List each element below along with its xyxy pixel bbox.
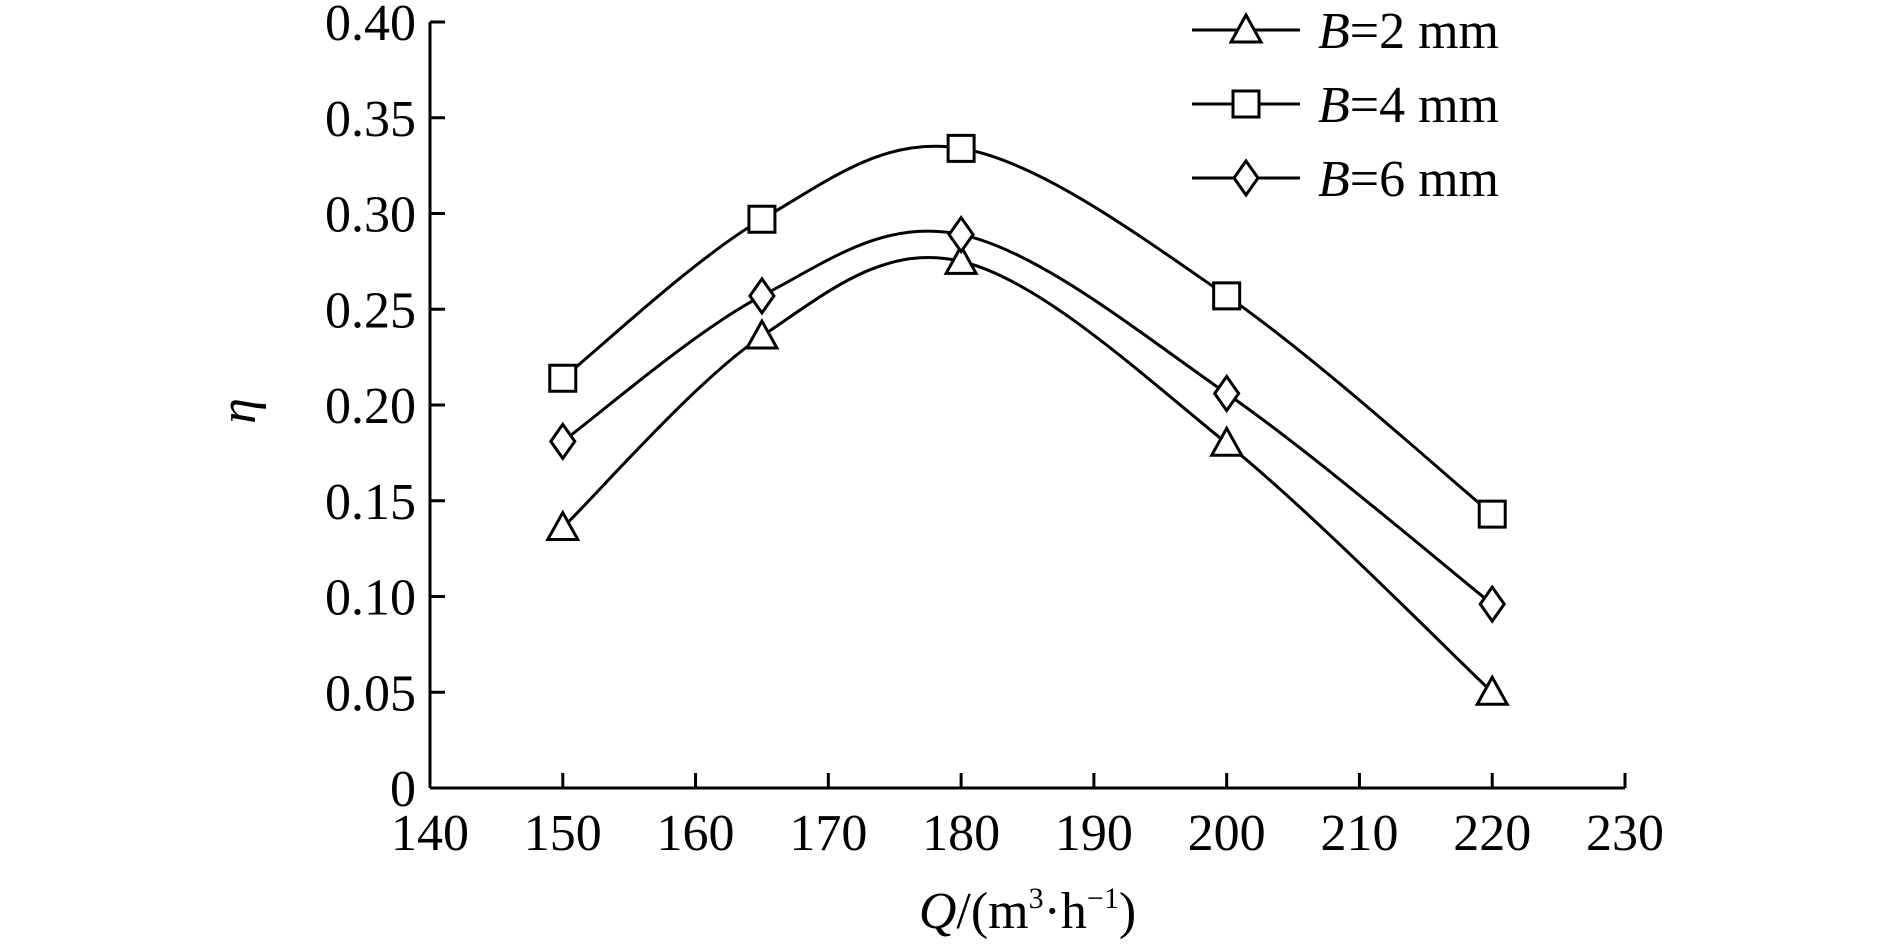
data-point-diamond	[548, 421, 577, 461]
data-point-diamond	[748, 276, 776, 316]
x-tick-label: 210	[1320, 805, 1398, 862]
data-point-triangle	[1474, 674, 1510, 706]
data-point-triangle	[943, 243, 979, 275]
x-tick-label: 170	[789, 805, 867, 862]
legend: B=2 mm B=4 mm B=6 mm	[1192, 3, 1499, 208]
data-point-triangle	[1209, 425, 1245, 457]
legend-label: B=2 mm	[1318, 3, 1499, 60]
x-tick-label: 150	[524, 805, 602, 862]
y-tick-label: 0.30	[325, 187, 416, 244]
x-axis-title: Q/(m3·h−1)	[919, 882, 1136, 940]
y-tick-label: 0	[390, 761, 416, 818]
series-diamond	[548, 214, 1507, 624]
y-tick-label: 0.05	[325, 665, 416, 722]
x-tick-label: 200	[1188, 805, 1266, 862]
data-point-square	[946, 133, 976, 163]
data-point-square	[548, 363, 578, 393]
data-point-diamond	[1212, 373, 1241, 414]
y-tick-label: 0.35	[325, 91, 416, 148]
legend-item: B=6 mm	[1192, 151, 1499, 208]
x-tick-label: 180	[922, 805, 1000, 862]
legend-marker-diamond	[1232, 158, 1260, 198]
series-line	[561, 229, 1494, 606]
series-triangle	[545, 243, 1510, 706]
legend-marker-square	[1231, 89, 1261, 119]
y-tick-label: 0.10	[325, 570, 416, 627]
x-tick-label: 230	[1586, 805, 1664, 862]
y-axis: 0 0.05 0.10 0.15 0.20 0.25 0.30 0.35 0.40	[325, 0, 445, 818]
x-tick-label: 220	[1453, 805, 1531, 862]
legend-label: B=4 mm	[1318, 77, 1499, 134]
data-point-triangle	[545, 509, 581, 542]
x-tick-label: 190	[1055, 805, 1133, 862]
data-point-diamond	[1478, 584, 1507, 624]
y-axis-title: η	[210, 398, 267, 424]
x-axis: 140 150 160 170 180 190 200 210 220 230	[391, 773, 1664, 862]
data-point-square	[1212, 281, 1242, 311]
series-layer	[545, 133, 1510, 706]
y-tick-label: 0.20	[325, 378, 416, 435]
data-point-diamond	[947, 214, 975, 255]
data-point-triangle	[744, 317, 780, 350]
legend-item: B=4 mm	[1192, 77, 1499, 134]
x-tick-label: 160	[657, 805, 735, 862]
data-point-square	[747, 204, 777, 234]
series-square	[548, 133, 1507, 529]
data-point-square	[1477, 499, 1507, 529]
y-tick-label: 0.15	[325, 474, 416, 531]
legend-marker-triangle	[1228, 11, 1264, 44]
series-line	[561, 256, 1494, 694]
y-tick-label: 0.25	[325, 282, 416, 339]
legend-label: B=6 mm	[1318, 151, 1499, 208]
y-tick-label: 0.40	[325, 0, 416, 52]
x-tick-label: 140	[391, 805, 469, 862]
legend-item: B=2 mm	[1192, 3, 1499, 60]
